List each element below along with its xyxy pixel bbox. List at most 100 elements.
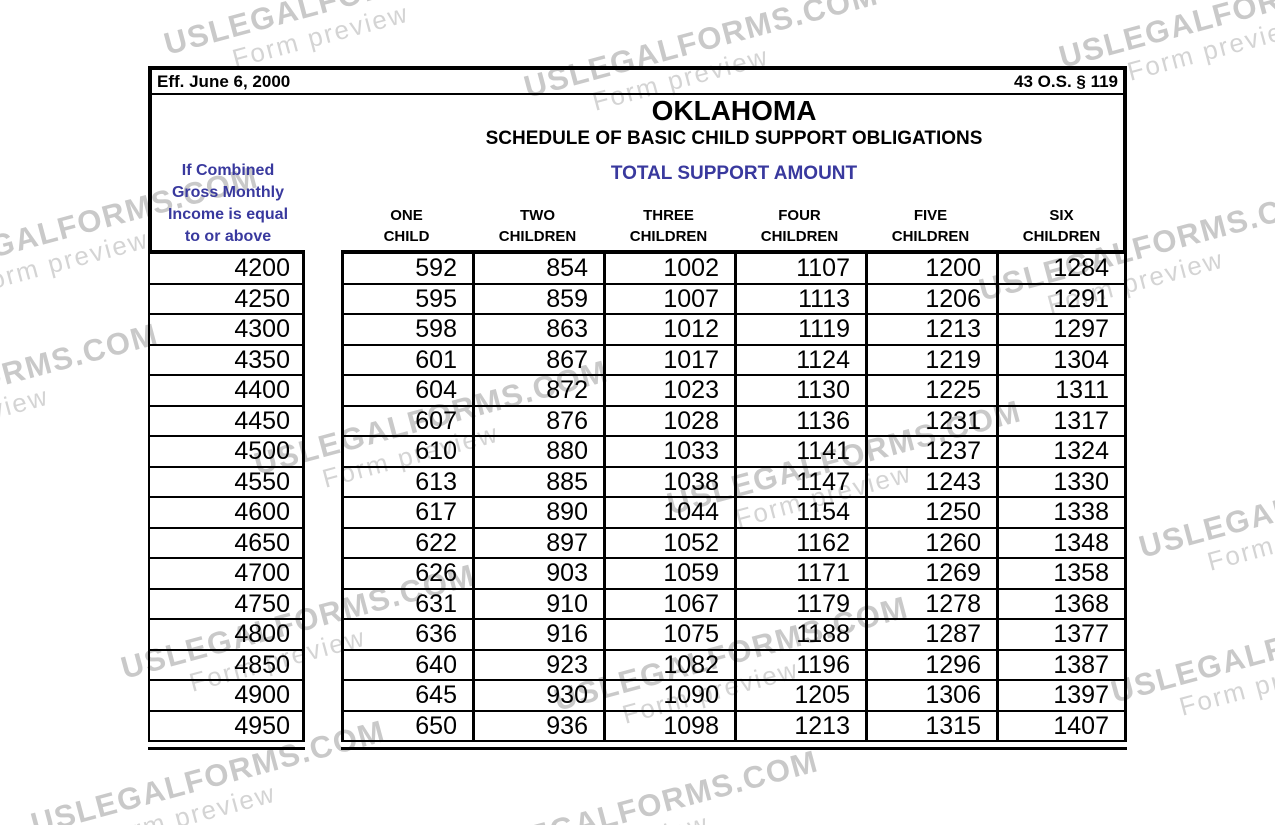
- income-cell: 4950: [148, 711, 305, 742]
- support-amount-cell: 867: [472, 345, 603, 376]
- support-amount-cell: 631: [341, 589, 472, 620]
- support-amount-cell: 1213: [734, 711, 865, 742]
- support-amount-cell: 1002: [603, 254, 734, 285]
- support-amount-cell: 885: [472, 467, 603, 498]
- column-header-line: FIVE: [913, 207, 948, 224]
- column-header-line: FOUR: [778, 207, 821, 224]
- column-header-line: THREE: [643, 207, 694, 224]
- support-amount-cell: 636: [341, 620, 472, 651]
- support-amount-cell: 1243: [865, 467, 996, 498]
- income-cell: 4800: [148, 620, 305, 651]
- support-amount-cell: 650: [341, 711, 472, 742]
- income-criteria-line: to or above: [184, 228, 272, 245]
- support-amount-cell: 1368: [996, 589, 1127, 620]
- income-criteria-line: If Combined: [181, 162, 275, 179]
- support-amount-cell: 1304: [996, 345, 1127, 376]
- table-row: 631 910 1067 1179 1278 1368: [341, 589, 1127, 620]
- support-amount-cell: 1315: [865, 711, 996, 742]
- column-headers-row: ONE CHILD TWO CHILDREN THREE CHILDREN FOUR CHIL…: [341, 205, 1127, 247]
- support-amount-cell: 1162: [734, 528, 865, 559]
- column-header-line: SIX: [1049, 207, 1074, 224]
- column-header-line: CHILDREN: [629, 228, 708, 245]
- support-amount-cell: 1007: [603, 284, 734, 315]
- page-title: OKLAHOMA: [651, 95, 817, 126]
- income-cell: 4300: [148, 315, 305, 346]
- support-amount-cell: 1407: [996, 711, 1127, 742]
- support-amount-cell: 1284: [996, 254, 1127, 285]
- support-amount-cell: 1231: [865, 406, 996, 437]
- support-amount-cell: 880: [472, 437, 603, 468]
- support-amount-cell: 1017: [603, 345, 734, 376]
- support-amount-cell: 1338: [996, 498, 1127, 529]
- column-header-line: CHILDREN: [760, 228, 839, 245]
- support-amount-cell: 598: [341, 315, 472, 346]
- support-amount-cell: 645: [341, 681, 472, 712]
- income-cell: 4550: [148, 467, 305, 498]
- table-row: 610 880 1033 1141 1237 1324: [341, 437, 1127, 468]
- header-box: Eff. June 6, 2000 43 O.S. § 119 OKLAHOMA…: [148, 66, 1127, 250]
- support-amount-cell: 1287: [865, 620, 996, 651]
- support-amount-cell: 1219: [865, 345, 996, 376]
- support-amount-cell: 1188: [734, 620, 865, 651]
- support-amount-cell: 930: [472, 681, 603, 712]
- support-amount-cell: 1377: [996, 620, 1127, 651]
- income-criteria-line: Income is equal: [167, 206, 289, 223]
- table-row: 595 859 1007 1113 1206 1291: [341, 284, 1127, 315]
- support-amount-cell: 1136: [734, 406, 865, 437]
- support-amount-cell: 601: [341, 345, 472, 376]
- support-amount-cell: 592: [341, 254, 472, 285]
- support-amount-cell: 607: [341, 406, 472, 437]
- support-amount-cell: 1205: [734, 681, 865, 712]
- support-amount-cell: 1225: [865, 376, 996, 407]
- support-amount-cell: 1028: [603, 406, 734, 437]
- table-row: 640 923 1082 1196 1296 1387: [341, 650, 1127, 681]
- table-row: 650 936 1098 1213 1315 1407: [341, 711, 1127, 742]
- column-header-line: TWO: [520, 207, 555, 224]
- support-amount-cell: 1090: [603, 681, 734, 712]
- header-top-strip: Eff. June 6, 2000 43 O.S. § 119: [152, 70, 1123, 95]
- table-row: 645 930 1090 1205 1306 1397: [341, 681, 1127, 712]
- support-amount-cell: 1124: [734, 345, 865, 376]
- support-amount-cell: 1297: [996, 315, 1127, 346]
- support-amount-cell: 1250: [865, 498, 996, 529]
- column-header-line: CHILDREN: [498, 228, 577, 245]
- support-amount-cell: 1348: [996, 528, 1127, 559]
- statute-reference-label: 43 O.S. § 119: [1014, 72, 1118, 91]
- table-row: 601 867 1017 1124 1219 1304: [341, 345, 1127, 376]
- column-header-five-children: FIVE CHILDREN: [865, 205, 996, 247]
- support-amount-cell: 617: [341, 498, 472, 529]
- support-amount-cell: 936: [472, 711, 603, 742]
- support-amount-cell: 610: [341, 437, 472, 468]
- support-amount-cell: 1196: [734, 650, 865, 681]
- income-cell: 4600: [148, 498, 305, 529]
- support-amount-cell: 897: [472, 528, 603, 559]
- support-amount-cell: 1052: [603, 528, 734, 559]
- column-header-two-children: TWO CHILDREN: [472, 205, 603, 247]
- support-amount-cell: 626: [341, 559, 472, 590]
- schedule-title: SCHEDULE OF BASIC CHILD SUPPORT OBLIGATI…: [485, 128, 983, 149]
- support-amount-cell: 1397: [996, 681, 1127, 712]
- income-criteria-line: Gross Monthly: [171, 184, 284, 201]
- support-amount-cell: 1141: [734, 437, 865, 468]
- support-amount-cell: 1107: [734, 254, 865, 285]
- table-row: 622 897 1052 1162 1260 1348: [341, 528, 1127, 559]
- table-row: 626 903 1059 1171 1269 1358: [341, 559, 1127, 590]
- table-continuation-edge: [148, 747, 305, 750]
- column-header-four-children: FOUR CHILDREN: [734, 205, 865, 247]
- support-amount-cell: 903: [472, 559, 603, 590]
- support-amount-cell: 1306: [865, 681, 996, 712]
- support-amount-cell: 1012: [603, 315, 734, 346]
- column-header-line: CHILD: [383, 228, 430, 245]
- support-amount-cell: 1387: [996, 650, 1127, 681]
- support-amount-cell: 1119: [734, 315, 865, 346]
- income-cell: 4250: [148, 284, 305, 315]
- column-header-one-child: ONE CHILD: [341, 205, 472, 247]
- support-amount-cell: 1067: [603, 589, 734, 620]
- table-row: 598 863 1012 1119 1213 1297: [341, 315, 1127, 346]
- table-row: 604 872 1023 1130 1225 1311: [341, 376, 1127, 407]
- column-header-line: CHILDREN: [1022, 228, 1101, 245]
- support-amount-cell: 1147: [734, 467, 865, 498]
- support-amount-cell: 1059: [603, 559, 734, 590]
